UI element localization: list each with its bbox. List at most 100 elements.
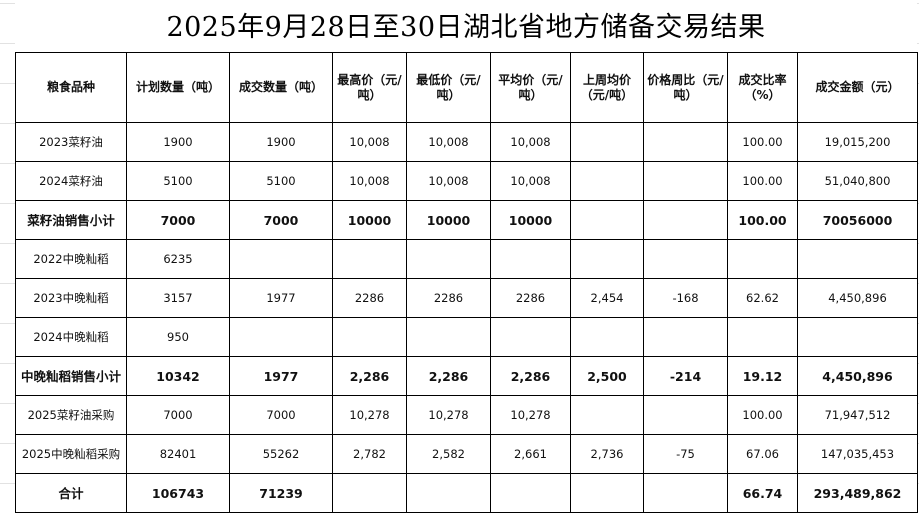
results-table: 粮食品种 计划数量（吨） 成交数量（吨） 最高价（元/吨） 最低价（元/吨） 平均价（元/…: [15, 52, 918, 513]
cell-week-change: [643, 161, 728, 201]
cell-planned-qty: 7000: [126, 395, 230, 435]
cell-planned-qty: 3157: [126, 278, 230, 318]
header-min-price: 最低价（元/吨）: [406, 52, 491, 123]
cell-grain-type: 2024中晚籼稻: [15, 317, 127, 357]
cell-max-price: 10,008: [332, 161, 407, 201]
table-row: 2023中晚籼稻 3157 1977 2286 2286 2286 2,454 -168 62.…: [15, 278, 918, 318]
cell-min-price: 10,008: [406, 161, 491, 201]
cell-deal-amount: [797, 239, 918, 279]
cell-deal-amount: 51,040,800: [797, 161, 918, 201]
cell-planned-qty: 10342: [126, 356, 230, 396]
cell-min-price: 10,278: [406, 395, 491, 435]
cell-grain-type: 中晚籼稻销售小计: [15, 356, 127, 396]
cell-deal-qty: 7000: [229, 395, 333, 435]
cell-avg-price: 2286: [490, 278, 571, 318]
cell-deal-rate: 66.74: [727, 473, 798, 513]
cell-grain-type: 2022中晚籼稻: [15, 239, 127, 279]
header-last-week-avg: 上周均价（元/吨）: [570, 52, 644, 123]
cell-planned-qty: 1900: [126, 122, 230, 162]
cell-grain-type: 2023菜籽油: [15, 122, 127, 162]
cell-planned-qty: 950: [126, 317, 230, 357]
cell-planned-qty: 106743: [126, 473, 230, 513]
cell-deal-qty: [229, 317, 333, 357]
cell-last-week-avg: [570, 317, 644, 357]
cell-deal-qty: 5100: [229, 161, 333, 201]
cell-deal-rate: 100.00: [727, 161, 798, 201]
cell-deal-qty: 71239: [229, 473, 333, 513]
header-max-price: 最高价（元/吨）: [332, 52, 407, 123]
header-week-change: 价格周比（元/吨）: [643, 52, 728, 123]
cell-week-change: [643, 239, 728, 279]
cell-grain-type: 菜籽油销售小计: [15, 200, 127, 240]
subtotal-row: 合计 106743 71239 66.74 293,489,862: [15, 473, 918, 513]
cell-last-week-avg: [570, 239, 644, 279]
cell-min-price: 2,582: [406, 434, 491, 474]
cell-avg-price: 10,008: [490, 122, 571, 162]
cell-avg-price: [490, 239, 571, 279]
cell-deal-amount: 70056000: [797, 200, 918, 240]
cell-deal-rate: 62.62: [727, 278, 798, 318]
cell-deal-amount: 4,450,896: [797, 356, 918, 396]
cell-week-change: -75: [643, 434, 728, 474]
cell-deal-rate: 100.00: [727, 395, 798, 435]
cell-deal-qty: [229, 239, 333, 279]
cell-week-change: [643, 122, 728, 162]
header-planned-qty: 计划数量（吨）: [126, 52, 230, 123]
cell-max-price: 10,008: [332, 122, 407, 162]
header-row: 粮食品种 计划数量（吨） 成交数量（吨） 最高价（元/吨） 最低价（元/吨） 平均价（元/…: [15, 52, 918, 123]
cell-avg-price: [490, 317, 571, 357]
cell-deal-rate: 67.06: [727, 434, 798, 474]
cell-week-change: [643, 395, 728, 435]
cell-max-price: 10,278: [332, 395, 407, 435]
cell-grain-type: 2025中晚籼稻采购: [15, 434, 127, 474]
cell-deal-amount: 4,450,896: [797, 278, 918, 318]
cell-planned-qty: 6235: [126, 239, 230, 279]
cell-week-change: [643, 317, 728, 357]
cell-deal-amount: 71,947,512: [797, 395, 918, 435]
header-deal-amount: 成交金额（元）: [797, 52, 918, 123]
cell-min-price: [406, 317, 491, 357]
subtotal-row: 中晚籼稻销售小计 10342 1977 2,286 2,286 2,286 2,500 -21…: [15, 356, 918, 396]
cell-last-week-avg: [570, 161, 644, 201]
cell-deal-qty: 7000: [229, 200, 333, 240]
cell-grain-type: 2024菜籽油: [15, 161, 127, 201]
cell-planned-qty: 7000: [126, 200, 230, 240]
cell-deal-amount: 293,489,862: [797, 473, 918, 513]
cell-avg-price: 10,008: [490, 161, 571, 201]
cell-avg-price: 2,661: [490, 434, 571, 474]
cell-avg-price: 10,278: [490, 395, 571, 435]
cell-deal-rate: 100.00: [727, 200, 798, 240]
cell-deal-qty: 55262: [229, 434, 333, 474]
cell-min-price: [406, 473, 491, 513]
cell-max-price: 2,286: [332, 356, 407, 396]
cell-max-price: [332, 317, 407, 357]
cell-deal-amount: [797, 317, 918, 357]
cell-avg-price: 10000: [490, 200, 571, 240]
cell-deal-rate: 100.00: [727, 122, 798, 162]
cell-max-price: [332, 473, 407, 513]
table-row: 2024菜籽油 5100 5100 10,008 10,008 10,008 100.00 5…: [15, 161, 918, 201]
cell-last-week-avg: [570, 122, 644, 162]
table-row: 2023菜籽油 1900 1900 10,008 10,008 10,008 100.00 1…: [15, 122, 918, 162]
header-avg-price: 平均价（元/吨）: [490, 52, 571, 123]
cell-max-price: 2286: [332, 278, 407, 318]
cell-planned-qty: 82401: [126, 434, 230, 474]
cell-last-week-avg: [570, 395, 644, 435]
cell-deal-rate: [727, 239, 798, 279]
cell-grain-type: 2025菜籽油采购: [15, 395, 127, 435]
cell-max-price: 10000: [332, 200, 407, 240]
cell-last-week-avg: [570, 473, 644, 513]
header-deal-qty: 成交数量（吨）: [229, 52, 333, 123]
cell-deal-amount: 19,015,200: [797, 122, 918, 162]
cell-max-price: [332, 239, 407, 279]
cell-avg-price: [490, 473, 571, 513]
cell-deal-amount: 147,035,453: [797, 434, 918, 474]
cell-min-price: 2,286: [406, 356, 491, 396]
cell-min-price: 10000: [406, 200, 491, 240]
cell-last-week-avg: [570, 200, 644, 240]
cell-week-change: -168: [643, 278, 728, 318]
cell-deal-rate: [727, 317, 798, 357]
cell-deal-qty: 1977: [229, 278, 333, 318]
cell-week-change: [643, 473, 728, 513]
header-grain-type: 粮食品种: [15, 52, 127, 123]
